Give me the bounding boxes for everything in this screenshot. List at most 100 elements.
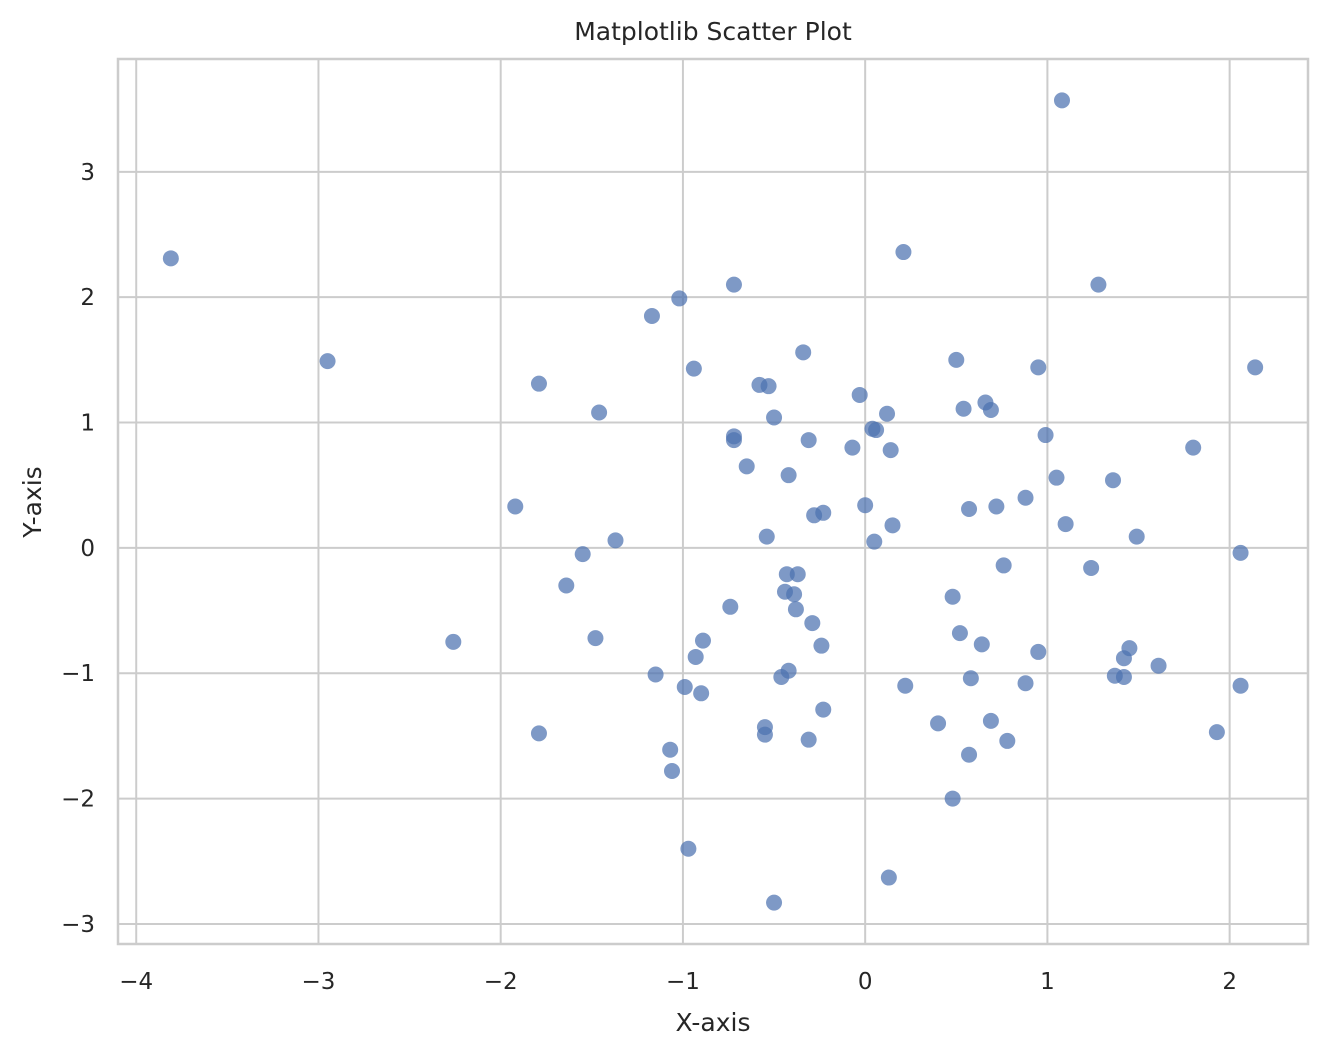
scatter-point <box>725 276 742 293</box>
scatter-point <box>1247 359 1264 376</box>
scatter-point <box>800 731 817 748</box>
scatter-point <box>722 598 739 615</box>
scatter-point <box>643 307 660 324</box>
scatter-point <box>944 790 961 807</box>
scatter-point <box>685 360 702 377</box>
y-tick-label: −1 <box>61 661 95 687</box>
scatter-point <box>1048 469 1065 486</box>
scatter-point <box>999 732 1016 749</box>
plot-frame <box>116 57 1310 946</box>
scatter-point <box>982 712 999 729</box>
scatter-point <box>815 504 832 521</box>
scatter-point <box>676 679 693 696</box>
x-tick-label: 2 <box>1222 969 1237 995</box>
scatter-point <box>795 344 812 361</box>
x-tick-label: 0 <box>858 969 873 995</box>
scatter-point <box>930 715 947 732</box>
scatter-point <box>530 375 547 392</box>
y-tick-label: 2 <box>80 285 95 311</box>
scatter-point <box>607 532 624 549</box>
scatter-point <box>530 725 547 742</box>
scatter-point <box>766 409 783 426</box>
scatter-point <box>857 497 874 514</box>
scatter-point <box>804 615 821 632</box>
x-tick-labels: −4 −3 −2 −1 0 1 2 <box>119 969 1237 995</box>
scatter-point <box>1128 528 1145 545</box>
scatter-point <box>738 458 755 475</box>
scatter-point <box>897 677 914 694</box>
scatter-point <box>694 632 711 649</box>
scatter-point <box>1090 276 1107 293</box>
scatter-point <box>1232 544 1249 561</box>
scatter-point <box>895 244 912 261</box>
y-tick-label: 3 <box>80 160 95 186</box>
scatter-point <box>756 726 773 743</box>
scatter-point <box>1232 677 1249 694</box>
scatter-point <box>587 630 604 647</box>
scatter-point <box>1017 675 1034 692</box>
scatter-point <box>813 637 830 654</box>
scatter-point <box>982 401 999 418</box>
scatter-point <box>1030 643 1047 660</box>
y-tick-labels: −3 −2 −1 0 1 2 3 <box>61 160 95 938</box>
y-tick-label: −3 <box>61 912 95 938</box>
scatter-point <box>680 840 697 857</box>
x-tick-label: 1 <box>1040 969 1055 995</box>
scatter-point <box>1083 559 1100 576</box>
plot-area <box>118 59 1308 944</box>
scatter-point <box>574 546 591 563</box>
scatter-point <box>663 763 680 780</box>
scatter-point <box>1115 668 1132 685</box>
chart-title: Matplotlib Scatter Plot <box>574 17 852 46</box>
scatter-point <box>815 701 832 718</box>
scatter-point <box>962 670 979 687</box>
scatter-point <box>687 648 704 665</box>
y-tick-label: 1 <box>80 411 95 437</box>
x-tick-label: −4 <box>119 969 153 995</box>
scatter-point <box>844 439 861 456</box>
scatter-point <box>868 422 885 439</box>
x-axis-label: X-axis <box>676 1008 751 1037</box>
scatter-point <box>988 498 1005 515</box>
scatter-point <box>1057 516 1074 533</box>
scatter-point <box>671 290 688 307</box>
scatter-point <box>319 353 336 370</box>
x-tick-label: −1 <box>666 969 700 995</box>
scatter-point <box>944 588 961 605</box>
y-tick-label: 0 <box>80 536 95 562</box>
scatter-point <box>787 601 804 618</box>
scatter-point <box>1017 489 1034 506</box>
scatter-point <box>647 666 664 683</box>
scatter-point <box>882 442 899 459</box>
scatter-point <box>800 432 817 449</box>
scatter-point <box>961 501 978 518</box>
scatter-point <box>780 662 797 679</box>
scatter-point <box>662 741 679 758</box>
scatter-point <box>778 566 795 583</box>
scatter-point <box>884 517 901 534</box>
scatter-point <box>1150 657 1167 674</box>
scatter-point <box>766 894 783 911</box>
scatter-point <box>1208 724 1225 741</box>
x-tick-label: −2 <box>484 969 518 995</box>
scatter-point <box>880 869 897 886</box>
x-tick-label: −3 <box>302 969 336 995</box>
y-tick-label: −2 <box>61 787 95 813</box>
scatter-point <box>789 566 806 583</box>
scatter-point <box>591 404 608 421</box>
scatter-point <box>760 378 777 395</box>
scatter-point <box>973 636 990 653</box>
scatter-point <box>1053 92 1070 109</box>
scatter-point <box>558 577 575 594</box>
scatter-point <box>1037 427 1054 444</box>
scatter-point <box>445 633 462 650</box>
y-axis-label: Y-axis <box>18 466 47 538</box>
scatter-point <box>1030 359 1047 376</box>
scatter-point <box>1121 640 1138 657</box>
scatter-point <box>948 351 965 368</box>
scatter-point <box>995 557 1012 574</box>
scatter-point <box>780 467 797 484</box>
scatter-point <box>961 746 978 763</box>
scatter-point <box>786 586 803 603</box>
